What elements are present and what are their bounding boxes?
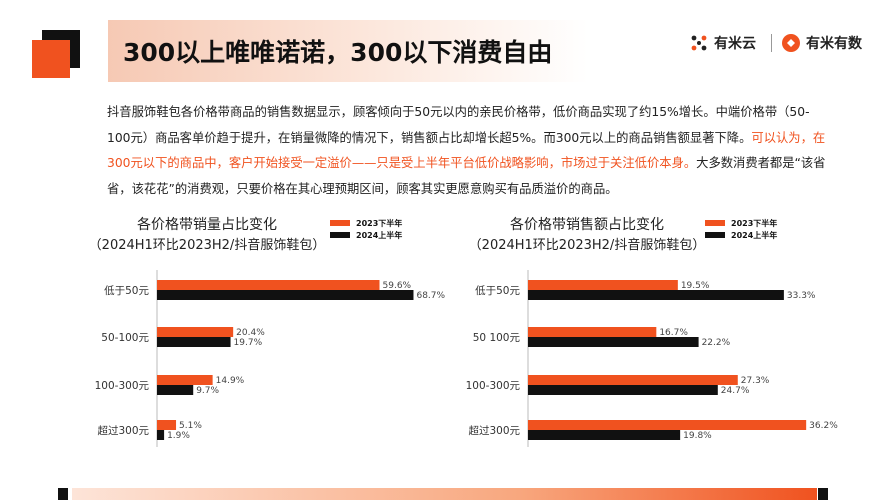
bar-h1-2024 bbox=[157, 430, 165, 440]
legend-swatch-2 bbox=[330, 232, 350, 238]
bar-h1-2024 bbox=[528, 430, 681, 440]
logo-divider bbox=[771, 34, 772, 52]
category-label: 低于50元 bbox=[104, 284, 149, 297]
legend-swatch-1 bbox=[330, 220, 350, 226]
data-label: 1.9% bbox=[167, 431, 190, 441]
data-label: 14.9% bbox=[216, 376, 245, 386]
bar-h1-2024 bbox=[157, 385, 194, 395]
logo-youmiyoushu: 有米有数 bbox=[780, 32, 862, 54]
summary-paragraph: 抖音服饰鞋包各价格带商品的销售数据显示，顾客倾向于50元以内的亲民价格带，低价商… bbox=[107, 100, 827, 202]
legend-label-1: 2023下半年 bbox=[731, 218, 777, 228]
category-label: 100-300元 bbox=[466, 380, 521, 392]
bar-h2-2023 bbox=[528, 327, 657, 337]
bar-h1-2024 bbox=[528, 385, 718, 395]
logo-youmiyun-text: 有米云 bbox=[714, 36, 756, 52]
data-label: 9.7% bbox=[196, 386, 219, 396]
data-label: 24.7% bbox=[721, 386, 750, 396]
chart-subtitle: （2024H1环比2023H2/抖音服饰鞋包） bbox=[89, 237, 326, 253]
youmiyoushu-logo-icon bbox=[782, 34, 800, 52]
data-label: 36.2% bbox=[809, 421, 838, 431]
data-label: 59.6% bbox=[383, 281, 412, 291]
bar-h1-2024 bbox=[157, 290, 414, 300]
data-label: 19.7% bbox=[234, 338, 263, 348]
bar-h2-2023 bbox=[157, 420, 177, 430]
logo-youmiyoushu-text: 有米有数 bbox=[806, 36, 862, 52]
chart-sales-volume-share: 各价格带销量占比变化 （2024H1环比2023H2/抖音服饰鞋包） 2023下半年… bbox=[75, 215, 446, 485]
chart-sales-amount-share: 各价格带销售额占比变化 （2024H1环比2023H2/抖音服饰鞋包） 2023下半… bbox=[455, 215, 838, 485]
data-label: 33.3% bbox=[787, 291, 816, 301]
bar-h2-2023 bbox=[528, 420, 807, 430]
chart-title: 各价格带销售额占比变化 bbox=[510, 217, 664, 233]
paragraph-highlight: 可以认为，在300元以下的商品中，客户开始接受一定溢价——只是受上半年平台低价战… bbox=[107, 130, 826, 171]
category-label: 100-300元 bbox=[95, 380, 150, 392]
title-banner bbox=[108, 20, 588, 82]
bar-h1-2024 bbox=[157, 337, 231, 347]
data-label: 22.2% bbox=[702, 338, 731, 348]
data-label: 20.4% bbox=[236, 328, 265, 338]
data-label: 19.8% bbox=[683, 431, 712, 441]
category-label: 50-100元 bbox=[101, 332, 149, 344]
decor-bottom-right bbox=[818, 488, 828, 500]
data-label: 68.7% bbox=[416, 291, 445, 301]
decor-square-orange bbox=[32, 40, 70, 78]
legend-swatch-1 bbox=[705, 220, 725, 226]
category-label: 超过300元 bbox=[97, 424, 149, 437]
data-label: 19.5% bbox=[681, 281, 710, 291]
bar-h1-2024 bbox=[528, 290, 784, 300]
bar-h2-2023 bbox=[157, 280, 380, 290]
data-label: 5.1% bbox=[179, 421, 202, 431]
legend-label-2: 2024上半年 bbox=[356, 230, 402, 240]
category-label: 低于50元 bbox=[475, 284, 520, 297]
data-label: 16.7% bbox=[659, 328, 688, 338]
paragraph-part-1: 抖音服饰鞋包各价格带商品的销售数据显示，顾客倾向于50元以内的亲民价格带，低价商… bbox=[107, 105, 810, 145]
paragraph-part-2: 大多数消费者都是“该省省，该花花”的消费观，只要价格在其心理预期区间，顾客其实更… bbox=[107, 156, 826, 196]
chart-volume-svg: 各价格带销量占比变化 （2024H1环比2023H2/抖音服饰鞋包） 2023下半年… bbox=[89, 217, 446, 447]
chart-title: 各价格带销量占比变化 bbox=[137, 217, 277, 233]
bar-h2-2023 bbox=[528, 280, 678, 290]
decor-bottom-bar bbox=[72, 488, 817, 500]
youmiyun-logo-icon bbox=[691, 35, 707, 51]
page-title: 300以上唯唯诺诺，300以下消费自由 bbox=[123, 38, 553, 67]
legend-label-2: 2024上半年 bbox=[731, 230, 777, 240]
bar-h1-2024 bbox=[528, 337, 699, 347]
chart-subtitle: （2024H1环比2023H2/抖音服饰鞋包） bbox=[469, 237, 706, 253]
legend-swatch-2 bbox=[705, 232, 725, 238]
decor-bottom-left bbox=[58, 488, 68, 500]
bar-h2-2023 bbox=[528, 375, 738, 385]
logo-youmiyun: 有米云 bbox=[688, 32, 756, 54]
legend-label-1: 2023下半年 bbox=[356, 218, 402, 228]
bar-h2-2023 bbox=[157, 375, 213, 385]
chart-amount-svg: 各价格带销售额占比变化 （2024H1环比2023H2/抖音服饰鞋包） 2023下半… bbox=[466, 217, 838, 447]
data-label: 27.3% bbox=[741, 376, 770, 386]
category-label: 超过300元 bbox=[468, 424, 520, 437]
category-label: 50 100元 bbox=[473, 332, 521, 344]
bar-h2-2023 bbox=[157, 327, 234, 337]
